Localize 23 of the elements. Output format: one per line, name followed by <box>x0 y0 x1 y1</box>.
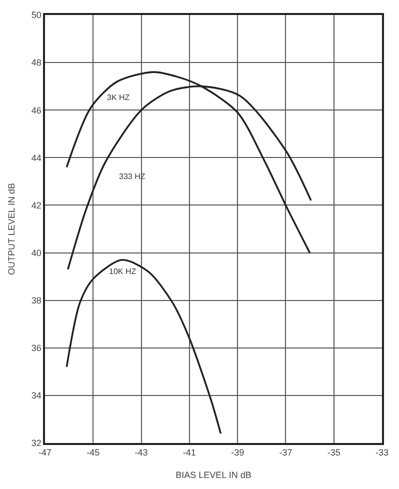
y-axis-title: OUTPUT LEVEL IN dB <box>6 182 16 276</box>
y-tick-label: 50 <box>31 10 42 20</box>
y-tick-label: 38 <box>31 295 42 306</box>
x-tick-label: -33 <box>375 448 389 458</box>
y-tick-label: 34 <box>31 390 42 401</box>
x-tick-label: -35 <box>327 448 340 458</box>
x-tick-label: -41 <box>182 448 196 458</box>
x-tick-label: -37 <box>279 448 292 458</box>
y-tick-label: 46 <box>31 105 42 116</box>
x-tick-label: -43 <box>134 448 148 458</box>
y-tick-label: 48 <box>31 58 42 68</box>
y-tick-label: 36 <box>31 343 42 354</box>
series-label: 10K HZ <box>109 267 136 276</box>
x-tick-label: -39 <box>231 448 244 458</box>
y-tick-label: 40 <box>31 248 42 258</box>
y-tick-label: 32 <box>31 438 42 448</box>
y-tick-label: 44 <box>31 152 42 163</box>
x-tick-label: -45 <box>86 448 100 458</box>
series-label: 3K HZ <box>107 93 130 102</box>
y-tick-label: 42 <box>31 200 42 210</box>
line-series <box>66 259 222 434</box>
x-tick-label: -47 <box>38 448 52 458</box>
x-axis-title: BIAS LEVEL IN dB <box>176 470 252 480</box>
